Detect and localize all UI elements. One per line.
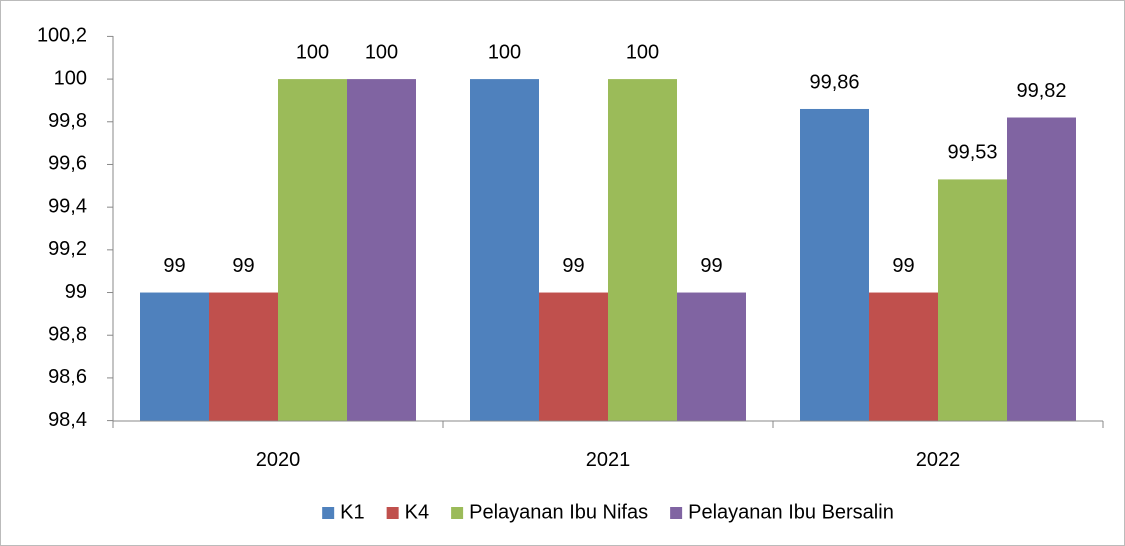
y-tick-label: 100 — [54, 67, 87, 89]
x-tick-label: 2020 — [256, 449, 301, 471]
bar — [209, 292, 278, 421]
bar — [278, 79, 347, 421]
data-label: 99 — [163, 255, 185, 277]
bar — [140, 292, 209, 421]
bar — [470, 79, 539, 421]
data-label: 100 — [296, 41, 329, 63]
bar — [608, 79, 677, 421]
y-tick-label: 98,8 — [48, 324, 87, 346]
legend-swatch — [451, 507, 464, 519]
y-tick-label: 99,2 — [48, 238, 87, 260]
data-label: 99 — [562, 255, 584, 277]
data-label: 100 — [488, 41, 521, 63]
bar — [1007, 117, 1076, 421]
data-label: 99 — [232, 255, 254, 277]
y-tick-label: 99,8 — [48, 110, 87, 132]
legend-label: K4 — [405, 501, 429, 523]
data-label: 99,82 — [1016, 80, 1066, 102]
bar — [677, 292, 746, 421]
legend-label: K1 — [340, 501, 364, 523]
y-tick-label: 99,6 — [48, 153, 87, 175]
y-tick-label: 100,2 — [37, 25, 87, 47]
legend-swatch — [322, 507, 335, 519]
legend-label: Pelayanan Ibu Bersalin — [688, 501, 894, 523]
bar — [800, 108, 869, 421]
data-label: 99 — [892, 255, 914, 277]
y-tick-label: 98,6 — [48, 366, 87, 388]
bar — [539, 292, 608, 421]
bar — [347, 79, 416, 421]
data-label: 99,53 — [947, 142, 997, 164]
legend-swatch — [670, 507, 683, 519]
legend-swatch — [386, 507, 399, 519]
legend-label: Pelayanan Ibu Nifas — [469, 501, 648, 523]
y-tick-label: 99 — [65, 281, 87, 303]
bar — [938, 179, 1007, 421]
data-label: 99 — [700, 255, 722, 277]
x-tick-label: 2021 — [586, 449, 631, 471]
x-tick-label: 2022 — [916, 449, 961, 471]
y-tick-label: 98,4 — [48, 409, 87, 431]
data-label: 99,86 — [809, 71, 859, 93]
y-tick-label: 99,4 — [48, 195, 87, 217]
data-label: 100 — [365, 41, 398, 63]
data-label: 100 — [626, 41, 659, 63]
bar — [869, 292, 938, 421]
